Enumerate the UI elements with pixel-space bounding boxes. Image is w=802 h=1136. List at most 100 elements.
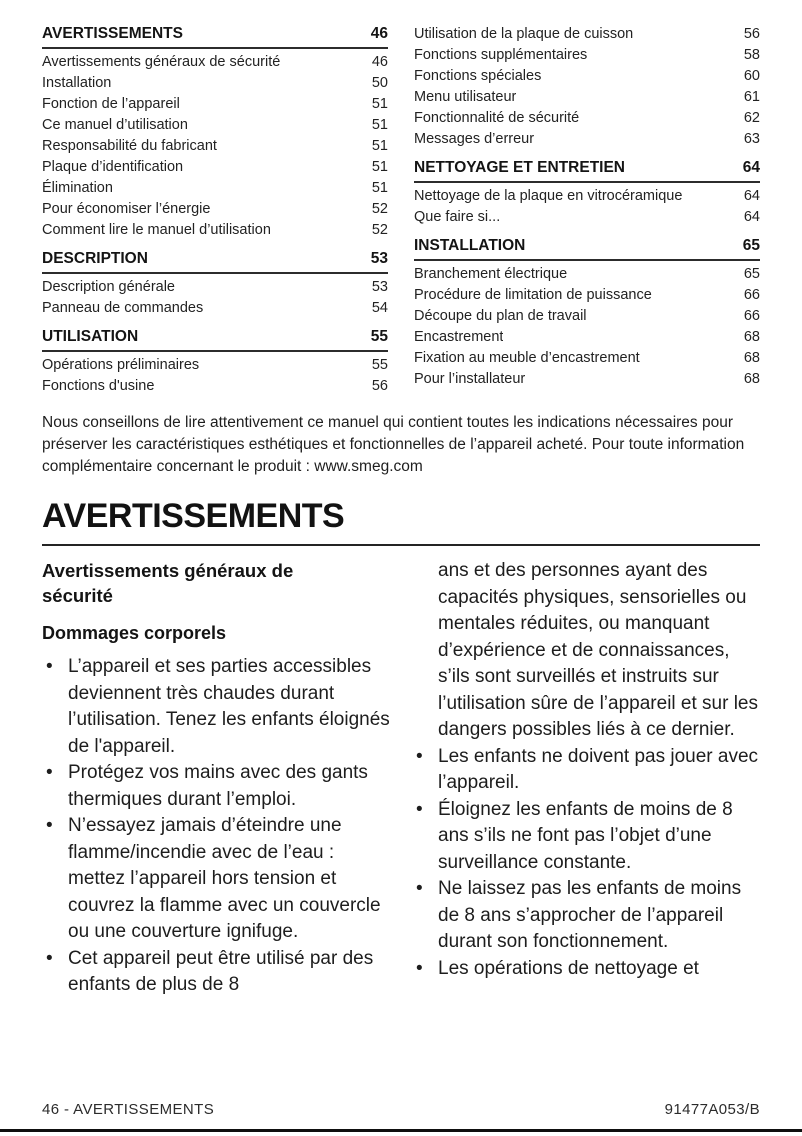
toc-row: Fonctions supplémentaires 58 bbox=[414, 45, 760, 66]
topic-heading: Dommages corporels bbox=[42, 623, 227, 643]
toc-row: Ce manuel d’utilisation 51 bbox=[42, 115, 388, 136]
toc-entry-label: Nettoyage de la plaque en vitrocéramique bbox=[414, 188, 683, 204]
toc-entry-page: 55 bbox=[371, 357, 388, 373]
toc-row: Responsabilité du fabricant 51 bbox=[42, 136, 388, 157]
toc-entry-label: Comment lire le manuel d’utilisation bbox=[42, 222, 271, 238]
toc-entry-label: Pour l’installateur bbox=[414, 371, 526, 387]
toc-entry-label: Encastrement bbox=[414, 329, 504, 345]
toc-entry-page: 65 bbox=[742, 237, 760, 254]
toc-row: Découpe du plan de travail 66 bbox=[414, 306, 760, 327]
toc-row: Panneau de commandes 54 bbox=[42, 298, 388, 319]
bullet-item: N’essayez jamais d’éteindre une flamme/i… bbox=[42, 813, 390, 946]
toc-entry-page: 66 bbox=[743, 287, 760, 303]
bullet-list-left: L’appareil et ses parties accessibles de… bbox=[42, 654, 390, 999]
toc-entry-page: 60 bbox=[743, 68, 760, 84]
page-footer: 46 - AVERTISSEMENTS 91477A053/B bbox=[42, 1101, 760, 1118]
toc-entry-page: 66 bbox=[743, 308, 760, 324]
toc-entry-page: 64 bbox=[742, 159, 760, 176]
toc-entry-label: UTILISATION bbox=[42, 328, 139, 345]
toc-row: Utilisation de la plaque de cuisson 56 bbox=[414, 24, 760, 45]
toc-row: Avertissements généraux de sécurité 46 bbox=[42, 52, 388, 73]
bottom-rule bbox=[0, 1129, 802, 1132]
toc-row: Fonctions d'usine 56 bbox=[42, 376, 388, 397]
toc-entry-page: 53 bbox=[371, 279, 388, 295]
toc-entry-label: Fixation au meuble d’encastrement bbox=[414, 350, 640, 366]
toc-entry-label: Description générale bbox=[42, 279, 175, 295]
toc-entry-page: 51 bbox=[371, 96, 388, 112]
toc-row: Pour économiser l’énergie 52 bbox=[42, 199, 388, 220]
toc-entry-page: 64 bbox=[743, 209, 760, 225]
toc-entry-label: INSTALLATION bbox=[414, 237, 526, 254]
bullet-item: Cet appareil peut être utilisé par des e… bbox=[42, 946, 390, 999]
toc-row: UTILISATION 55 bbox=[42, 327, 388, 352]
toc-entry-label: Élimination bbox=[42, 180, 113, 196]
toc-entry-page: 68 bbox=[743, 350, 760, 366]
toc-entry-label: Fonction de l’appareil bbox=[42, 96, 180, 112]
bullet-list-right: Les enfants ne doivent pas jouer avec l’… bbox=[412, 744, 760, 983]
toc-entry-page: 46 bbox=[371, 54, 388, 70]
toc-row: Branchement électrique 65 bbox=[414, 264, 760, 285]
toc-row: AVERTISSEMENTS 46 bbox=[42, 24, 388, 49]
toc-row: Comment lire le manuel d’utilisation 52 bbox=[42, 220, 388, 241]
toc-column-left: AVERTISSEMENTS 46 Avertissements générau… bbox=[42, 24, 388, 397]
toc-row: Fonctions spéciales 60 bbox=[414, 66, 760, 87]
footer-doc-code: 91477A053/B bbox=[664, 1101, 760, 1118]
toc-entry-label: Plaque d’identification bbox=[42, 159, 184, 175]
toc-entry-label: Fonctionnalité de sécurité bbox=[414, 110, 580, 126]
toc-row: NETTOYAGE ET ENTRETIEN 64 bbox=[414, 158, 760, 183]
toc-entry-page: 52 bbox=[371, 222, 388, 238]
toc-entry-page: 51 bbox=[371, 138, 388, 154]
toc-entry-label: Fonctions d'usine bbox=[42, 378, 155, 394]
toc-row: Description générale 53 bbox=[42, 277, 388, 298]
toc-row: Procédure de limitation de puissance 66 bbox=[414, 285, 760, 306]
toc-entry-label: Menu utilisateur bbox=[414, 89, 517, 105]
toc-entry-page: 53 bbox=[370, 250, 388, 267]
toc-row: Installation 50 bbox=[42, 73, 388, 94]
toc-entry-page: 62 bbox=[743, 110, 760, 126]
toc-entry-page: 68 bbox=[743, 329, 760, 345]
toc-entry-page: 56 bbox=[743, 26, 760, 42]
toc-entry-label: Ce manuel d’utilisation bbox=[42, 117, 188, 133]
table-of-contents: AVERTISSEMENTS 46 Avertissements générau… bbox=[42, 24, 760, 397]
intro-paragraph: Nous conseillons de lire attentivement c… bbox=[42, 414, 745, 475]
toc-entry-page: 58 bbox=[743, 47, 760, 63]
toc-entry-label: Panneau de commandes bbox=[42, 300, 204, 316]
toc-entry-page: 68 bbox=[743, 371, 760, 387]
toc-row: Messages d’erreur 63 bbox=[414, 129, 760, 150]
toc-entry-label: Branchement électrique bbox=[414, 266, 568, 282]
subsection-heading: Avertissements généraux de sécurité bbox=[42, 560, 294, 606]
toc-entry-page: 56 bbox=[371, 378, 388, 394]
toc-entry-label: Fonctions spéciales bbox=[414, 68, 542, 84]
toc-entry-label: Pour économiser l’énergie bbox=[42, 201, 211, 217]
toc-row: Pour l’installateur 68 bbox=[414, 369, 760, 390]
body-column-left: Avertissements généraux de sécurité Domm… bbox=[42, 558, 390, 999]
body-column-right: ans et des personnes ayant des capacités… bbox=[412, 558, 760, 999]
toc-entry-label: Responsabilité du fabricant bbox=[42, 138, 217, 154]
toc-entry-label: DESCRIPTION bbox=[42, 250, 148, 267]
bullet-item: Les opérations de nettoyage et bbox=[412, 956, 760, 983]
toc-entry-page: 46 bbox=[370, 25, 388, 42]
toc-entry-page: 65 bbox=[743, 266, 760, 282]
toc-column-right: Utilisation de la plaque de cuisson 56 F… bbox=[414, 24, 760, 397]
bullet-item: Les enfants ne doivent pas jouer avec l’… bbox=[412, 744, 760, 797]
toc-entry-label: NETTOYAGE ET ENTRETIEN bbox=[414, 159, 626, 176]
bullet-item: L’appareil et ses parties accessibles de… bbox=[42, 654, 390, 760]
bullet-item: Protégez vos mains avec des gants thermi… bbox=[42, 760, 390, 813]
body-columns: Avertissements généraux de sécurité Domm… bbox=[42, 558, 760, 999]
toc-entry-label: Utilisation de la plaque de cuisson bbox=[414, 26, 634, 42]
bullet-item: Ne laissez pas les enfants de moins de 8… bbox=[412, 876, 760, 956]
toc-entry-label: Procédure de limitation de puissance bbox=[414, 287, 652, 303]
toc-row: Menu utilisateur 61 bbox=[414, 87, 760, 108]
toc-row: Élimination 51 bbox=[42, 178, 388, 199]
toc-entry-label: Découpe du plan de travail bbox=[414, 308, 587, 324]
toc-entry-label: Avertissements généraux de sécurité bbox=[42, 54, 281, 70]
toc-row: Plaque d’identification 51 bbox=[42, 157, 388, 178]
section-title: AVERTISSEMENTS bbox=[42, 498, 760, 546]
toc-entry-label: Opérations préliminaires bbox=[42, 357, 200, 373]
toc-row: Fonctionnalité de sécurité 62 bbox=[414, 108, 760, 129]
toc-entry-label: Fonctions supplémentaires bbox=[414, 47, 588, 63]
toc-entry-page: 64 bbox=[743, 188, 760, 204]
toc-entry-page: 51 bbox=[371, 117, 388, 133]
toc-entry-page: 63 bbox=[743, 131, 760, 147]
